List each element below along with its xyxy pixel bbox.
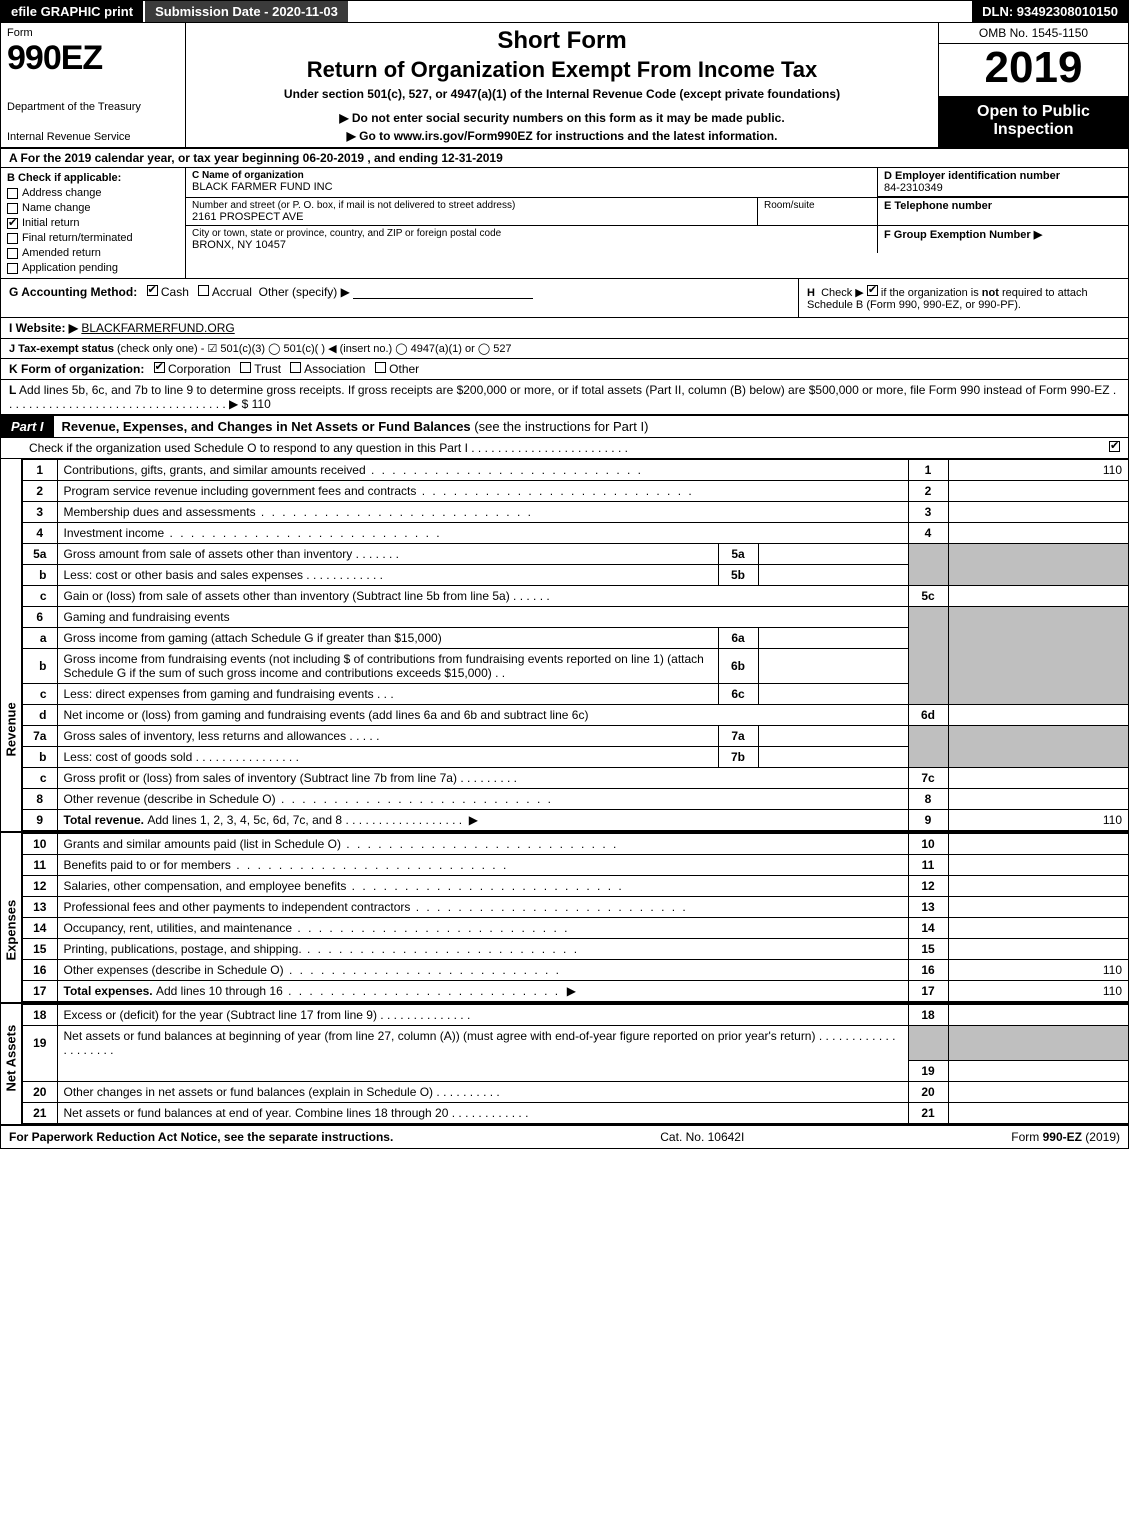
box-f-label: F Group Exemption Number ▶ (884, 229, 1042, 241)
box-d-label: D Employer identification number (884, 170, 1060, 182)
revenue-section: Revenue 1Contributions, gifts, grants, a… (1, 459, 1128, 833)
box-b-title: B Check if applicable: (7, 172, 179, 184)
part-1-title: Revenue, Expenses, and Changes in Net As… (62, 419, 471, 434)
amt-line-17: 110 (948, 981, 1128, 1002)
chk-address-change[interactable] (7, 188, 18, 199)
expenses-section: Expenses 10Grants and similar amounts pa… (1, 833, 1128, 1004)
open-to-public: Open to Public Inspection (939, 97, 1128, 147)
row-g-h: G Accounting Method: Cash Accrual Other … (1, 279, 1128, 318)
street-hint: Number and street (or P. O. box, if mail… (192, 200, 751, 211)
ein-value: 84-2310349 (884, 182, 943, 194)
g-label: G Accounting Method: (9, 285, 137, 299)
side-revenue: Revenue (4, 737, 19, 757)
revenue-table: 1Contributions, gifts, grants, and simil… (23, 459, 1128, 831)
part-1-check-row: Check if the organization used Schedule … (1, 438, 1128, 459)
footer-left: For Paperwork Reduction Act Notice, see … (9, 1130, 393, 1144)
chk-application-pending[interactable] (7, 263, 18, 274)
form-page: efile GRAPHIC print Submission Date - 20… (0, 0, 1129, 1149)
part-1-tag: Part I (1, 416, 54, 437)
return-title: Return of Organization Exempt From Incom… (192, 57, 932, 83)
chk-final-return[interactable] (7, 233, 18, 244)
chk-schedule-o[interactable] (1109, 441, 1120, 452)
chk-name-change[interactable] (7, 203, 18, 214)
footer-cat: Cat. No. 10642I (660, 1130, 744, 1144)
box-e-label: E Telephone number (884, 200, 992, 212)
line-a-tax-year: A For the 2019 calendar year, or tax yea… (1, 149, 1128, 168)
row-j: J Tax-exempt status (check only one) - ☑… (1, 339, 1128, 359)
city-value: BRONX, NY 10457 (192, 239, 871, 251)
form-header: Form 990EZ Department of the Treasury In… (1, 23, 1128, 149)
under-section: Under section 501(c), 527, or 4947(a)(1)… (192, 87, 932, 101)
net-assets-table: 18Excess or (deficit) for the year (Subt… (23, 1004, 1128, 1124)
room-suite: Room/suite (758, 198, 878, 225)
dln-label: DLN: 93492308010150 (972, 1, 1128, 22)
dept-treasury: Department of the Treasury (7, 101, 179, 113)
top-bar: efile GRAPHIC print Submission Date - 20… (1, 1, 1128, 23)
page-footer: For Paperwork Reduction Act Notice, see … (1, 1126, 1128, 1148)
expenses-table: 10Grants and similar amounts paid (list … (23, 833, 1128, 1002)
city-hint: City or town, state or province, country… (192, 228, 871, 239)
net-assets-section: Net Assets 18Excess or (deficit) for the… (1, 1004, 1128, 1126)
bullet-goto: ▶ Go to www.irs.gov/Form990EZ for instru… (192, 129, 932, 143)
chk-accrual[interactable] (198, 285, 209, 296)
bullet-ssn: ▶ Do not enter social security numbers o… (192, 111, 932, 125)
website-value[interactable]: BLACKFARMERFUND.ORG (81, 321, 234, 335)
form-word: Form (7, 27, 179, 39)
org-name: BLACK FARMER FUND INC (192, 181, 871, 193)
chk-schedule-b[interactable] (867, 285, 878, 296)
tax-year: 2019 (939, 44, 1128, 97)
street-value: 2161 PROSPECT AVE (192, 211, 751, 223)
irs-link[interactable]: www.irs.gov/Form990EZ (394, 129, 533, 143)
form-number: 990EZ (7, 39, 179, 78)
row-l: L Add lines 5b, 6c, and 7b to line 9 to … (1, 380, 1128, 416)
dept-irs: Internal Revenue Service (7, 131, 179, 143)
chk-amended-return[interactable] (7, 248, 18, 259)
omb-number: OMB No. 1545-1150 (939, 23, 1128, 44)
short-form-title: Short Form (192, 27, 932, 55)
chk-other-org[interactable] (375, 362, 386, 373)
chk-corporation[interactable] (154, 362, 165, 373)
row-k: K Form of organization: Corporation Trus… (1, 359, 1128, 380)
amt-line-16: 110 (948, 960, 1128, 981)
box-b: B Check if applicable: Address change Na… (1, 168, 186, 278)
other-specify-line[interactable] (353, 287, 533, 299)
chk-trust[interactable] (240, 362, 251, 373)
chk-initial-return[interactable] (7, 218, 18, 229)
box-c-hint: C Name of organization (192, 170, 871, 181)
amt-line-9: 110 (948, 810, 1128, 831)
part-1-header: Part I Revenue, Expenses, and Changes in… (1, 416, 1128, 438)
efile-print-button[interactable]: efile GRAPHIC print (1, 1, 145, 22)
chk-association[interactable] (290, 362, 301, 373)
h-text: H Check ▶ if the organization is not req… (807, 287, 1088, 311)
side-expenses: Expenses (4, 941, 19, 961)
footer-right: Form 990-EZ (2019) (1011, 1130, 1120, 1144)
entity-info-grid: B Check if applicable: Address change Na… (1, 168, 1128, 279)
amt-line-1: 110 (948, 460, 1128, 481)
row-i: I Website: ▶ BLACKFARMERFUND.ORG (1, 318, 1128, 339)
chk-cash[interactable] (147, 285, 158, 296)
side-net-assets: Net Assets (4, 1072, 19, 1092)
submission-date: Submission Date - 2020-11-03 (145, 1, 348, 22)
